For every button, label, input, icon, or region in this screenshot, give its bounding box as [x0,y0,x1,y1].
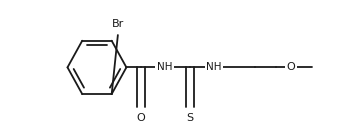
Text: S: S [187,113,194,123]
Text: O: O [286,62,295,72]
Text: O: O [137,113,145,123]
Text: Br: Br [112,19,124,29]
Text: NH: NH [156,62,172,72]
Text: NH: NH [206,62,222,72]
